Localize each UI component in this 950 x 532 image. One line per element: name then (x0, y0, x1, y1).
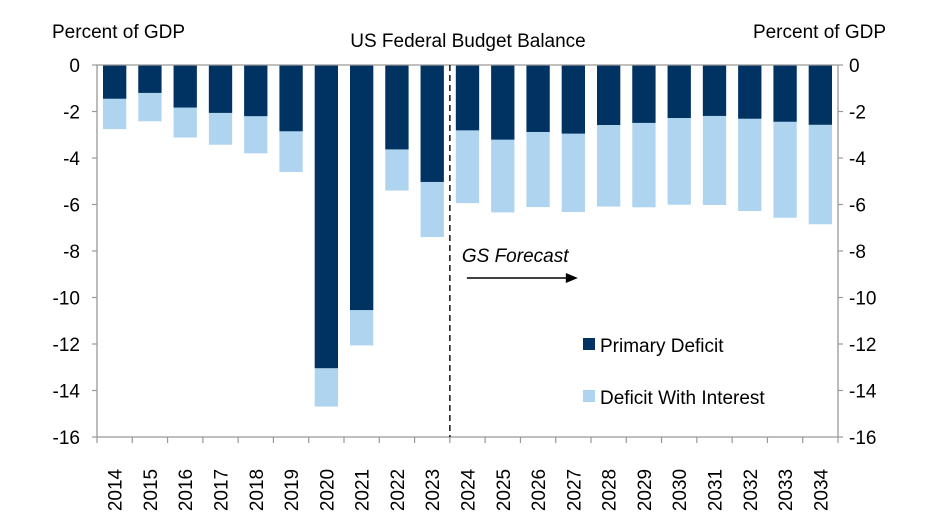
y-ticks-left: 0 -2 -4 -6 -8 -10 -12 -14 -16 (53, 56, 97, 449)
y-tick-right-label: -12 (849, 335, 876, 356)
bar-primary-deficit-2020 (314, 65, 339, 369)
y-tick-left-label: -16 (53, 428, 80, 449)
x-tick-label: 2021 (353, 469, 374, 511)
x-tick-label: 2017 (212, 469, 233, 511)
x-tick-label: 2015 (141, 469, 162, 511)
x-tick-label: 2029 (635, 469, 656, 511)
x-tick-label: 2033 (776, 469, 797, 511)
y-ticks-right: 0 -2 -4 -6 -8 -10 -12 -14 -16 (838, 56, 877, 449)
x-tick-label: 2018 (247, 469, 268, 511)
chart-title: US Federal Budget Balance (350, 31, 586, 52)
x-tick-label: 2024 (459, 468, 480, 511)
y-tick-right-label: -14 (849, 382, 877, 403)
x-tick-label: 2025 (494, 469, 515, 511)
bar-primary-deficit-2021 (349, 65, 374, 311)
bar-primary-deficit-2026 (526, 65, 550, 132)
forecast-arrow-icon (466, 273, 578, 283)
bar-primary-deficit-2016 (173, 65, 197, 108)
y-tick-left-label: -6 (63, 196, 80, 217)
y-tick-left-label: 0 (69, 56, 80, 77)
bar-primary-deficit-2022 (385, 65, 409, 150)
x-tick-label: 2027 (564, 469, 585, 511)
y-tick-left-label: -10 (53, 289, 80, 310)
y-tick-right-label: -8 (849, 242, 866, 263)
bar-primary-deficit-2024 (455, 65, 480, 131)
bar-primary-deficit-2025 (491, 65, 515, 140)
bar-primary-deficit-2018 (244, 65, 268, 117)
y-tick-left-label: -12 (53, 335, 80, 356)
bar-primary-deficit-2029 (632, 65, 656, 123)
x-tick-label: 2016 (176, 469, 197, 511)
x-tick-label: 2030 (670, 469, 691, 511)
y-tick-right-label: 0 (849, 56, 860, 77)
x-tick-label: 2031 (706, 469, 727, 511)
x-tick-label: 2026 (529, 469, 550, 511)
x-tick-label: 2014 (106, 468, 127, 511)
legend: Primary Deficit Deficit With Interest (583, 336, 765, 409)
bar-primary-deficit-2031 (702, 65, 727, 116)
forecast-arrow-head (565, 273, 578, 283)
legend-label-deficit-with-interest: Deficit With Interest (600, 388, 765, 409)
bar-primary-deficit-2033 (773, 65, 797, 122)
bar-primary-deficit-2028 (596, 65, 621, 125)
bar-primary-deficit-2015 (138, 65, 162, 93)
x-tick-label: 2034 (811, 468, 832, 511)
y-tick-left-label: -8 (63, 242, 80, 263)
y-tick-left-label: -14 (53, 382, 81, 403)
x-tick-label: 2032 (741, 469, 762, 511)
x-ticks: 2014 2015 2016 2017 2018 2019 2020 2021 2022 2023… (96, 437, 839, 511)
bar-primary-deficit-2017 (208, 65, 233, 113)
bar-primary-deficit-2032 (738, 65, 762, 119)
y-tick-right-label: -4 (849, 149, 866, 170)
x-tick-label: 2023 (423, 469, 444, 511)
y-tick-left-label: -4 (63, 149, 80, 170)
x-tick-label: 2019 (282, 469, 303, 511)
y-tick-right-label: -2 (849, 103, 866, 124)
bar-primary-deficit-2034 (808, 65, 833, 125)
bars-group (102, 65, 833, 407)
bar-primary-deficit-2030 (667, 65, 691, 119)
bar-primary-deficit-2023 (420, 65, 444, 182)
y-tick-left-label: -2 (63, 103, 80, 124)
x-tick-label: 2020 (317, 469, 338, 511)
x-tick-label: 2022 (388, 469, 409, 511)
legend-label-primary-deficit: Primary Deficit (600, 336, 724, 357)
left-axis-label: Percent of GDP (52, 22, 185, 43)
bar-primary-deficit-2027 (561, 65, 586, 134)
y-tick-right-label: -16 (849, 428, 876, 449)
legend-swatch-deficit-with-interest (583, 390, 595, 402)
x-tick-label: 2028 (600, 469, 621, 511)
y-tick-right-label: -6 (849, 196, 866, 217)
bar-primary-deficit-2019 (279, 65, 303, 132)
y-tick-right-label: -10 (849, 289, 876, 310)
forecast-annotation: GS Forecast (462, 246, 569, 267)
legend-swatch-primary-deficit (583, 338, 595, 350)
right-axis-label: Percent of GDP (753, 22, 886, 43)
bar-primary-deficit-2014 (102, 65, 127, 99)
